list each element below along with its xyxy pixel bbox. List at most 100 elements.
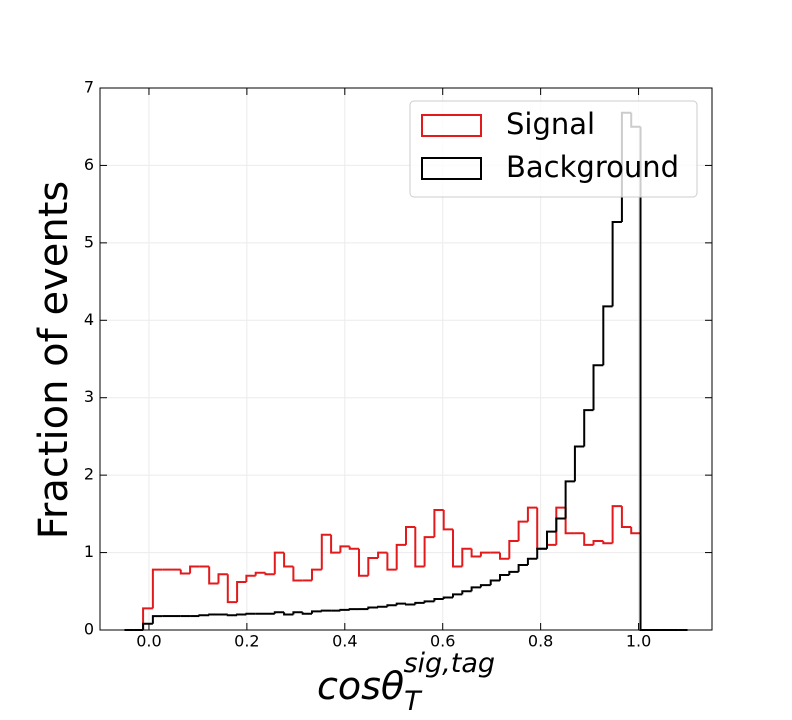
x-axis-label: cosθTsig,tag	[317, 648, 495, 717]
histogram-step	[301, 612, 312, 615]
histogram-step	[330, 534, 341, 554]
histogram-step	[602, 540, 613, 545]
histogram-step	[423, 600, 435, 603]
x-tick-label: 0.0	[136, 632, 161, 651]
plot-frame	[99, 87, 713, 631]
histogram-step	[310, 568, 322, 581]
histogram-step	[245, 612, 256, 615]
histogram-step	[583, 409, 594, 447]
histogram-step	[461, 590, 472, 595]
histogram-step	[273, 551, 285, 575]
histogram-step	[320, 533, 332, 570]
histogram-step	[283, 612, 294, 616]
y-tick-label: 6	[84, 155, 94, 174]
histogram-step	[639, 533, 650, 631]
histogram-step	[461, 547, 472, 567]
histogram-step	[405, 603, 416, 606]
histogram-step	[208, 613, 219, 616]
histogram-step	[602, 305, 613, 366]
histogram-step	[639, 126, 650, 631]
histogram-step	[433, 508, 444, 538]
histogram-step	[386, 604, 397, 607]
histogram-step	[630, 527, 641, 535]
histogram-step	[611, 220, 622, 307]
histogram-step	[208, 566, 219, 585]
histogram-step	[423, 536, 435, 567]
x-tick-label: 0.6	[430, 632, 455, 651]
y-axis-label: Fraction of events	[31, 181, 77, 539]
histogram-step	[564, 507, 575, 535]
histogram-step	[395, 602, 406, 606]
histogram-step	[499, 574, 510, 581]
histogram-step	[508, 570, 519, 576]
histogram-step	[189, 565, 200, 574]
histogram-step	[470, 548, 481, 558]
histogram-step	[151, 615, 163, 624]
histogram-step	[395, 543, 406, 570]
histogram-step	[151, 568, 163, 609]
legend-label: Signal	[506, 107, 595, 141]
histogram-step	[236, 580, 247, 603]
histogram-step	[245, 574, 256, 582]
y-tick-label: 1	[84, 542, 94, 561]
histogram-step	[310, 610, 322, 614]
y-tick-label: 2	[84, 465, 94, 484]
x-label-sub: T	[404, 686, 423, 717]
histogram-step	[442, 509, 454, 531]
histogram-step	[479, 584, 491, 588]
histogram-step	[536, 507, 548, 550]
y-tick-label: 7	[84, 78, 94, 97]
histogram-step	[142, 607, 153, 630]
legend-swatch	[421, 157, 482, 180]
y-tick-label: 0	[84, 620, 94, 639]
histogram-step	[273, 611, 285, 614]
histogram-step	[357, 548, 369, 577]
histogram-step	[564, 480, 575, 519]
histogram-step	[489, 579, 501, 586]
histogram-step	[526, 506, 538, 522]
histogram-step	[555, 517, 566, 532]
histogram-step	[508, 539, 519, 559]
histogram-step	[339, 545, 350, 553]
histogram-step	[555, 506, 566, 545]
histogram-step	[348, 608, 359, 611]
x-tick-label: 0.4	[332, 632, 357, 651]
histogram-step	[377, 551, 388, 558]
histogram-step	[339, 608, 350, 611]
histogram-step	[348, 546, 359, 550]
histogram-step	[292, 566, 303, 582]
histogram-step	[442, 596, 454, 600]
histogram-step	[367, 606, 379, 610]
histogram-step	[367, 556, 379, 576]
legend-label: Background	[506, 150, 679, 184]
x-tick-label: 0.2	[234, 632, 259, 651]
histogram-step	[254, 571, 266, 576]
histogram-step	[405, 526, 416, 545]
y-tick-label: 4	[84, 310, 94, 329]
histogram-step	[592, 364, 604, 411]
x-tick-label: 0.8	[528, 632, 553, 651]
histogram-step	[414, 527, 425, 568]
legend-swatch	[421, 114, 482, 137]
histogram-step	[583, 533, 594, 546]
histogram-step	[470, 586, 481, 592]
histogram-step	[283, 552, 294, 568]
histogram-step	[142, 622, 153, 630]
x-label-base: cosθ	[317, 664, 404, 708]
histogram-step	[526, 557, 538, 565]
histogram-step	[320, 609, 332, 612]
histogram-step	[517, 563, 528, 572]
series	[124, 505, 688, 631]
y-tick-label: 5	[84, 232, 94, 251]
histogram-step	[414, 601, 425, 605]
histogram-step	[179, 569, 191, 575]
histogram-step	[292, 611, 303, 615]
histogram-step	[452, 529, 463, 568]
histogram-step	[226, 614, 238, 617]
histogram-step	[452, 593, 463, 598]
histogram-step	[236, 613, 247, 616]
histogram-step	[226, 574, 238, 604]
histogram-step	[592, 539, 604, 545]
histogram-step	[620, 506, 632, 529]
